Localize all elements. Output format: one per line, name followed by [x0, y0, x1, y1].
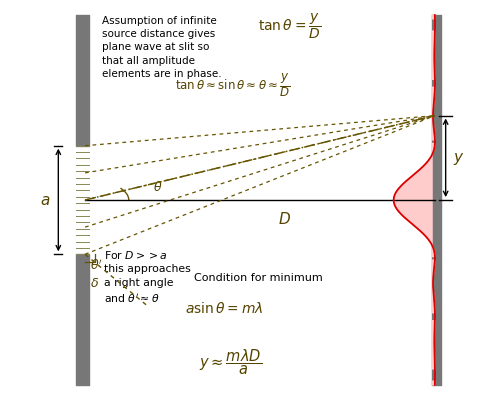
- Text: $D$: $D$: [278, 211, 291, 227]
- Text: Assumption of infinite
source distance gives
plane wave at slit so
that all ampl: Assumption of infinite source distance g…: [102, 16, 222, 79]
- Text: $y \approx \dfrac{m\lambda D}{a}$: $y \approx \dfrac{m\lambda D}{a}$: [199, 347, 262, 377]
- Text: $a\sin\theta = m\lambda$: $a\sin\theta = m\lambda$: [185, 301, 263, 316]
- Text: $\delta$: $\delta$: [90, 277, 99, 290]
- Text: $\tan\theta = \dfrac{y}{D}$: $\tan\theta = \dfrac{y}{D}$: [258, 12, 321, 41]
- Text: $\theta$: $\theta$: [153, 179, 162, 193]
- Text: $y$: $y$: [453, 150, 465, 166]
- Text: Condition for minimum: Condition for minimum: [194, 273, 323, 283]
- Text: For $D >> a$
this approaches
a right angle
and $\theta'\approx\theta$: For $D >> a$ this approaches a right ang…: [104, 249, 190, 304]
- Text: $a$: $a$: [40, 193, 51, 208]
- Text: $\theta'$: $\theta'$: [90, 258, 103, 272]
- Text: $\tan\theta \approx \sin\theta \approx \theta \approx \dfrac{y}{D}$: $\tan\theta \approx \sin\theta \approx \…: [175, 72, 291, 99]
